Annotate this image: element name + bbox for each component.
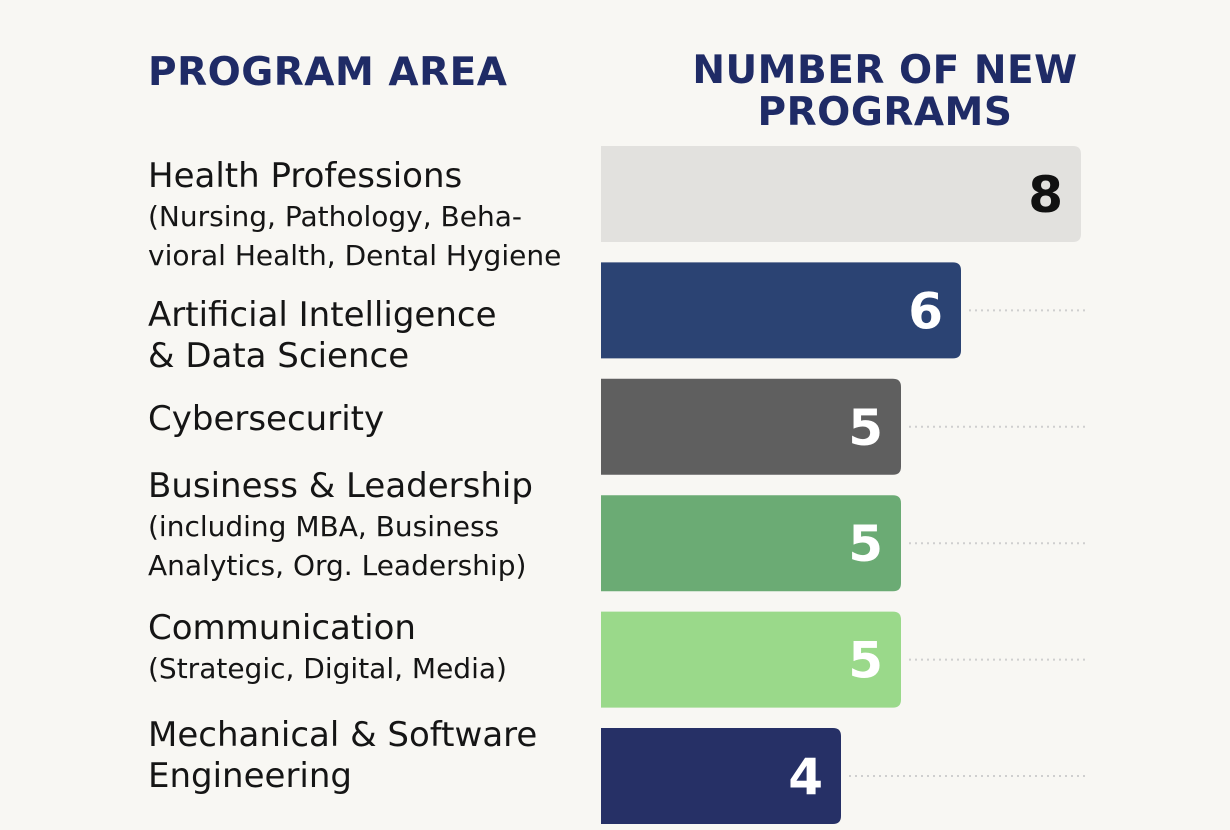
bar-value-label: 8	[1028, 166, 1063, 224]
bar	[601, 495, 901, 592]
row-label-engineering: Mechanical & Software Engineering	[148, 715, 593, 797]
bar	[601, 728, 841, 824]
row-label-ai-data-science: Artificial Intelligence & Data Science	[148, 295, 593, 377]
bar-value-label: 5	[848, 399, 883, 457]
row-title: Mechanical & Software Engineering	[148, 715, 538, 796]
row-label-business-leadership: Business & Leadership (including MBA, Bu…	[148, 466, 593, 585]
bar	[601, 262, 961, 359]
bar-value-label: 5	[848, 515, 883, 573]
row-title: Artificial Intelligence & Data Science	[148, 295, 497, 376]
row-label-cybersecurity: Cybersecurity	[148, 399, 593, 440]
row-label-communication: Communication (Strategic, Digital, Media…	[148, 608, 593, 688]
bar-value-label: 4	[788, 748, 823, 806]
number-of-new-programs-header: NUMBER OF NEW PROGRAMS	[692, 48, 1078, 135]
bar-value-label: 6	[908, 282, 943, 340]
row-title: Health Professions	[148, 156, 463, 196]
row-title: Business & Leadership	[148, 466, 533, 506]
bar	[601, 611, 901, 708]
program-area-header: PROGRAM AREA	[148, 50, 508, 95]
row-subtitle: (Nursing, Pathology, Beha- vioral Health…	[148, 200, 562, 272]
row-title: Communication	[148, 608, 416, 648]
row-title: Cybersecurity	[148, 399, 385, 439]
row-subtitle: (including MBA, Business Analytics, Org.…	[148, 510, 527, 582]
bar-value-label: 5	[848, 632, 883, 690]
bar	[601, 378, 901, 475]
bar	[601, 146, 1081, 242]
row-label-health-professions: Health Professions (Nursing, Pathology, …	[148, 156, 593, 275]
row-subtitle: (Strategic, Digital, Media)	[148, 652, 507, 685]
